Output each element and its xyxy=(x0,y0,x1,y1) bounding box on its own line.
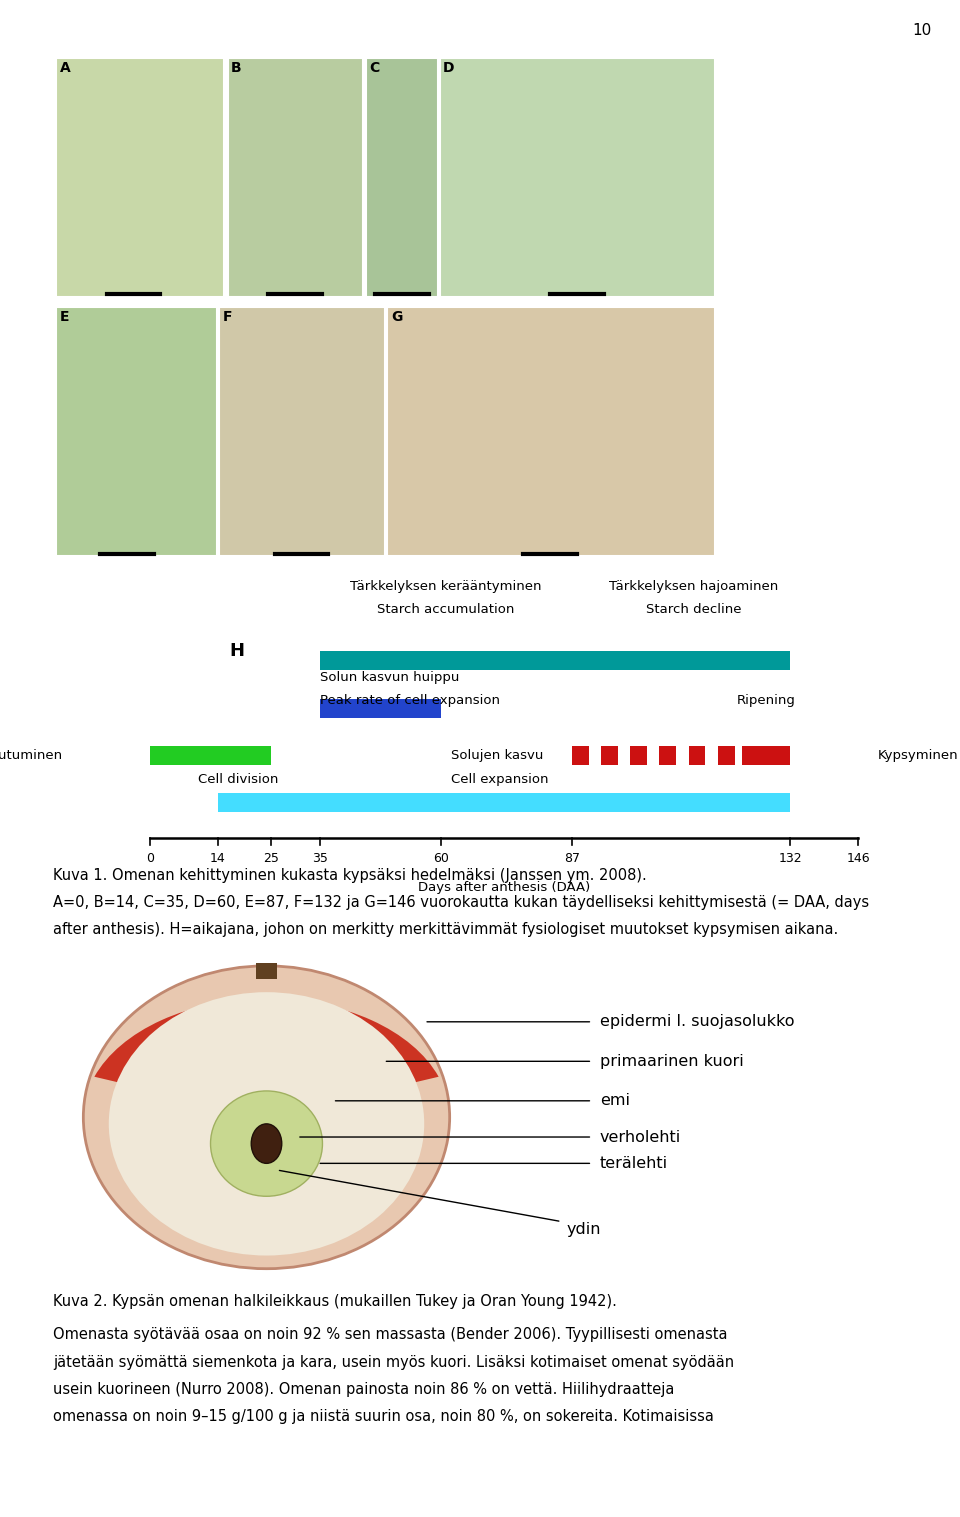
Text: verholehti: verholehti xyxy=(600,1130,682,1144)
Text: Peak rate of cell expansion: Peak rate of cell expansion xyxy=(320,693,500,707)
Text: usein kuorineen (Nurro 2008). Omenan painosta noin 86 % on vettä. Hiilihydraatte: usein kuorineen (Nurro 2008). Omenan pai… xyxy=(53,1382,674,1397)
Bar xyxy=(742,746,790,765)
Text: ydin: ydin xyxy=(566,1221,601,1236)
Text: epidermi l. suojasolukko: epidermi l. suojasolukko xyxy=(600,1015,795,1030)
Text: A=0, B=14, C=35, D=60, E=87, F=132 ja G=146 vuorokautta kukan täydelliseksi kehi: A=0, B=14, C=35, D=60, E=87, F=132 ja G=… xyxy=(53,895,869,910)
Text: Cell division: Cell division xyxy=(199,772,278,786)
Text: A: A xyxy=(60,61,70,74)
Bar xyxy=(228,58,363,297)
Text: 87: 87 xyxy=(564,851,580,865)
Bar xyxy=(601,746,618,765)
Text: 14: 14 xyxy=(210,851,226,865)
Text: jätetään syömättä siemenkota ja kara, usein myös kuori. Lisäksi kotimaiset omena: jätetään syömättä siemenkota ja kara, us… xyxy=(53,1355,734,1370)
Text: Tärkkelyksen hajoaminen: Tärkkelyksen hajoaminen xyxy=(609,579,778,593)
Text: Days after anthesis (DAA): Days after anthesis (DAA) xyxy=(418,881,590,894)
Bar xyxy=(320,699,441,718)
Ellipse shape xyxy=(108,992,424,1256)
Bar xyxy=(366,58,438,297)
Text: Cell expansion: Cell expansion xyxy=(451,772,548,786)
Text: 146: 146 xyxy=(847,851,870,865)
Text: 0: 0 xyxy=(146,851,154,865)
Bar xyxy=(688,746,706,765)
Bar xyxy=(388,308,714,557)
Text: H: H xyxy=(229,642,245,660)
Bar xyxy=(440,58,714,297)
Text: Omenasta syötävää osaa on noin 92 % sen massasta (Bender 2006). Tyypillisesti om: Omenasta syötävää osaa on noin 92 % sen … xyxy=(53,1327,728,1343)
Text: omenassa on noin 9–15 g/100 g ja niistä suurin osa, noin 80 %, on sokereita. Kot: omenassa on noin 9–15 g/100 g ja niistä … xyxy=(53,1409,713,1424)
Text: C: C xyxy=(370,61,379,74)
Text: Kypsyminen: Kypsyminen xyxy=(877,749,958,762)
Text: Tärkkelyksen kerääntyminen: Tärkkelyksen kerääntyminen xyxy=(350,579,541,593)
Text: Solun jakautuminen: Solun jakautuminen xyxy=(0,749,62,762)
Bar xyxy=(256,963,276,978)
Text: emi: emi xyxy=(600,1094,630,1109)
Text: 35: 35 xyxy=(312,851,327,865)
Text: F: F xyxy=(223,309,232,323)
Bar xyxy=(56,58,224,297)
Text: Kuva 2. Kypsän omenan halkileikkaus (mukaillen Tukey ja Oran Young 1942).: Kuva 2. Kypsän omenan halkileikkaus (muk… xyxy=(53,1294,616,1309)
Bar xyxy=(572,746,589,765)
Text: terälehti: terälehti xyxy=(600,1156,668,1171)
Text: 10: 10 xyxy=(912,23,931,38)
Text: Starch accumulation: Starch accumulation xyxy=(377,604,515,616)
Bar xyxy=(56,308,217,557)
Bar xyxy=(218,793,790,813)
Wedge shape xyxy=(94,998,439,1117)
Text: B: B xyxy=(230,61,242,74)
Text: Kuva 1. Omenan kehittyminen kukasta kypsäksi hedelmäksi (Janssen ym. 2008).: Kuva 1. Omenan kehittyminen kukasta kyps… xyxy=(53,868,646,883)
Text: E: E xyxy=(60,309,69,323)
Bar xyxy=(220,308,386,557)
Text: 132: 132 xyxy=(779,851,803,865)
Bar xyxy=(631,746,647,765)
Text: Solun kasvun huippu: Solun kasvun huippu xyxy=(320,671,459,684)
Text: Solujen kasvu: Solujen kasvu xyxy=(451,749,543,762)
Text: D: D xyxy=(444,61,455,74)
Ellipse shape xyxy=(210,1091,323,1197)
Text: 25: 25 xyxy=(263,851,279,865)
Bar xyxy=(660,746,677,765)
Bar xyxy=(150,746,271,765)
Ellipse shape xyxy=(252,1124,282,1164)
Text: G: G xyxy=(391,309,402,323)
Text: after anthesis). H=aikajana, johon on merkitty merkittävimmät fysiologiset muuto: after anthesis). H=aikajana, johon on me… xyxy=(53,922,838,938)
Bar xyxy=(572,651,790,671)
Bar xyxy=(718,746,734,765)
Bar xyxy=(320,651,572,671)
Text: Ripening: Ripening xyxy=(736,693,796,707)
Text: primaarinen kuori: primaarinen kuori xyxy=(600,1054,744,1069)
Ellipse shape xyxy=(84,966,449,1268)
Text: 60: 60 xyxy=(433,851,449,865)
Text: Starch decline: Starch decline xyxy=(646,604,741,616)
